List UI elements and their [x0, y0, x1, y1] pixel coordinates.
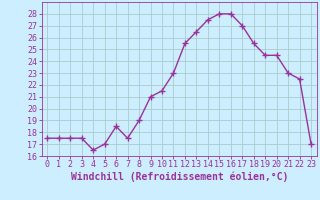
X-axis label: Windchill (Refroidissement éolien,°C): Windchill (Refroidissement éolien,°C)	[70, 172, 288, 182]
